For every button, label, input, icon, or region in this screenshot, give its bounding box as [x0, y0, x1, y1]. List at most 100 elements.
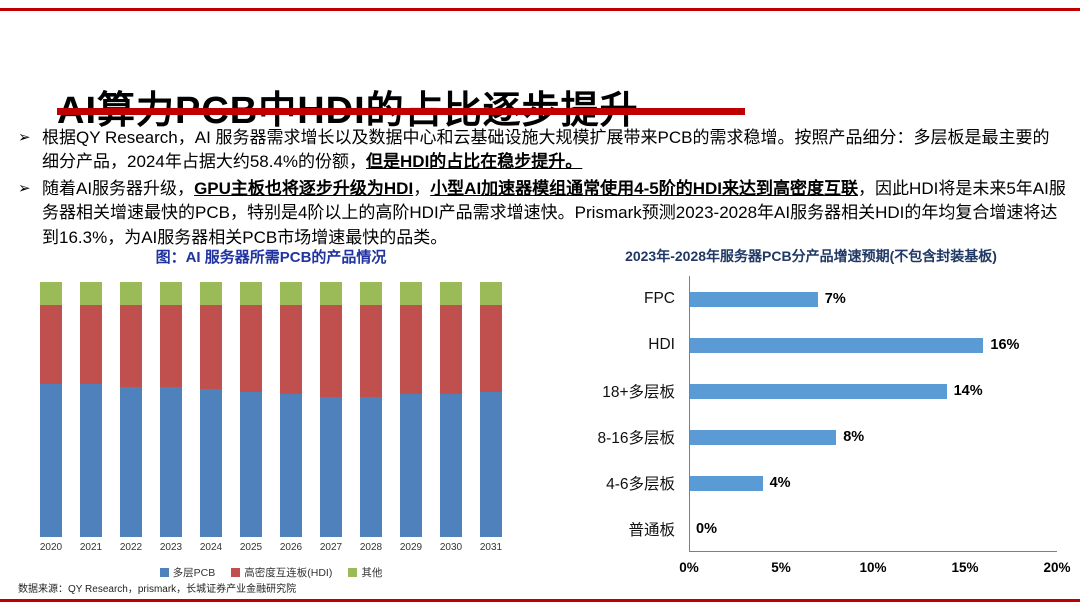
- bullet-marker: ➢: [18, 180, 31, 198]
- stacked-bar-column-2020: 2020: [36, 282, 66, 553]
- x-axis-label: 2029: [399, 542, 423, 553]
- segment-其他: [240, 282, 262, 305]
- bullet-text: 根据QY Research，AI 服务器需求增长以及数据中心和云基础设施大规模扩…: [42, 126, 1066, 174]
- segment-多层PCB: [360, 396, 382, 537]
- hbar-row-4-6多层板: 4-6多层板 4%: [565, 460, 1057, 506]
- segment-高密度互连板(HDI): [400, 304, 422, 395]
- bullets: ➢ 根据QY Research，AI 服务器需求增长以及数据中心和云基础设施大规模…: [18, 126, 1066, 253]
- segment-多层PCB: [400, 394, 422, 537]
- x-axis-label: 2022: [119, 542, 143, 553]
- stacked-bar: [240, 282, 262, 537]
- segment-高密度互连板(HDI): [40, 304, 62, 384]
- legend-swatch: [348, 568, 358, 577]
- segment-高密度互连板(HDI): [360, 304, 382, 397]
- x-axis-label: 2023: [159, 542, 183, 553]
- value-label: 4%: [769, 475, 791, 491]
- text-segment: ，: [413, 179, 431, 199]
- stacked-bar-column-2030: 2030: [436, 282, 466, 553]
- x-axis-label: 2025: [239, 542, 263, 553]
- category-label: 普通板: [628, 522, 675, 539]
- stacked-bar-column-2021: 2021: [76, 282, 106, 553]
- segment-多层PCB: [240, 391, 262, 537]
- bar-track: 8%: [689, 414, 1057, 460]
- text-segment: 但是HDI的占比在稳步提升。: [366, 152, 583, 172]
- stacked-bar: [160, 282, 182, 537]
- text-segment: 根据QY Research，AI 服务器需求增长以及数据中心和云基础设施大规模扩…: [42, 128, 1050, 172]
- x-tick-label: 5%: [771, 560, 791, 575]
- stacked-bar-column-2026: 2026: [276, 282, 306, 553]
- legend-item: 其他: [348, 565, 382, 580]
- segment-其他: [40, 282, 62, 305]
- category-label: 8-16多层板: [597, 430, 675, 447]
- text-segment: 随着AI服务器升级，: [42, 179, 195, 199]
- segment-高密度互连板(HDI): [120, 304, 142, 387]
- bottom-red-line: [0, 599, 1080, 602]
- segment-其他: [200, 282, 222, 305]
- bar-track: 7%: [689, 276, 1057, 322]
- x-tick-label: 20%: [1043, 560, 1071, 575]
- left-chart-title: 图：AI 服务器所需PCB的产品情况: [155, 249, 387, 266]
- value-label: 8%: [843, 429, 865, 445]
- bullet-text: 随着AI服务器升级，GPU主板也将逐步升级为HDI，小型AI加速器模组通常使用4…: [42, 177, 1066, 249]
- segment-高密度互连板(HDI): [200, 304, 222, 390]
- hbar-row-HDI: HDI 16%: [565, 322, 1057, 368]
- top-red-line: [0, 8, 1080, 11]
- segment-多层PCB: [80, 384, 102, 537]
- segment-其他: [120, 282, 142, 305]
- bar-track: 4%: [689, 460, 1057, 506]
- segment-高密度互连板(HDI): [480, 304, 502, 392]
- segment-高密度互连板(HDI): [160, 304, 182, 387]
- bar: [689, 291, 818, 307]
- legend-label: 高密度互连板(HDI): [244, 567, 333, 579]
- stacked-bar-column-2029: 2029: [396, 282, 426, 553]
- text-segment: ，因此HDI将是未来5年AI服务器相关增速最快的PCB，特别是4阶以上的高阶HD…: [42, 179, 1066, 247]
- x-axis-label: 2021: [79, 542, 103, 553]
- data-source-note: 数据来源：QY Research，prismark，长城证券产业金融研究院: [18, 584, 297, 595]
- x-axis-label: 2030: [439, 542, 463, 553]
- value-label: 16%: [990, 337, 1020, 353]
- segment-高密度互连板(HDI): [280, 304, 302, 395]
- bar: [689, 475, 763, 491]
- bar-track: 16%: [689, 322, 1057, 368]
- x-axis-label: 2027: [319, 542, 343, 553]
- stacked-bar: [440, 282, 462, 537]
- stacked-bar-column-2024: 2024: [196, 282, 226, 553]
- segment-多层PCB: [280, 394, 302, 537]
- bar: [689, 337, 984, 353]
- category-label: FPC: [644, 290, 675, 307]
- stacked-bar: [480, 282, 502, 537]
- stacked-bar-column-2031: 2031: [476, 282, 506, 553]
- bullet-item-1: ➢ 根据QY Research，AI 服务器需求增长以及数据中心和云基础设施大规模…: [18, 126, 1066, 174]
- x-tick-label: 15%: [951, 560, 979, 575]
- segment-多层PCB: [440, 394, 462, 537]
- bullet-marker: ➢: [18, 129, 31, 146]
- segment-高密度互连板(HDI): [440, 304, 462, 395]
- hbar-rows: FPC 7% HDI 16% 18+多层板 14% 8-16多层板 8% 4-6多层板 4% 普通板…: [565, 276, 1057, 552]
- legend-label: 其他: [361, 567, 383, 579]
- segment-其他: [160, 282, 182, 305]
- legend-swatch: [231, 568, 241, 577]
- hbar-row-FPC: FPC 7%: [565, 276, 1057, 322]
- text-segment: GPU主板也将逐步升级为HDI: [194, 179, 414, 199]
- bar: [689, 383, 947, 399]
- stacked-bar: [120, 282, 142, 537]
- segment-其他: [320, 282, 342, 305]
- segment-多层PCB: [120, 386, 142, 537]
- segment-高密度互连板(HDI): [320, 304, 342, 397]
- left-chart-legend: 多层PCB 高密度互连板(HDI) 其他: [30, 565, 512, 580]
- segment-其他: [360, 282, 382, 305]
- hbar-row-18+多层板: 18+多层板 14%: [565, 368, 1057, 414]
- segment-多层PCB: [200, 389, 222, 537]
- bar-track: 14%: [689, 368, 1057, 414]
- stacked-bar-column-2028: 2028: [356, 282, 386, 553]
- stacked-bar: [200, 282, 222, 537]
- bullet-item-2: ➢ 随着AI服务器升级，GPU主板也将逐步升级为HDI，小型AI加速器模组通常使用…: [18, 177, 1066, 249]
- hbar-row-8-16多层板: 8-16多层板 8%: [565, 414, 1057, 460]
- stacked-bar-column-2027: 2027: [316, 282, 346, 553]
- legend-swatch: [159, 568, 169, 577]
- segment-其他: [280, 282, 302, 305]
- segment-其他: [80, 282, 102, 305]
- stacked-bar: [320, 282, 342, 537]
- x-axis-label: 2026: [279, 542, 303, 553]
